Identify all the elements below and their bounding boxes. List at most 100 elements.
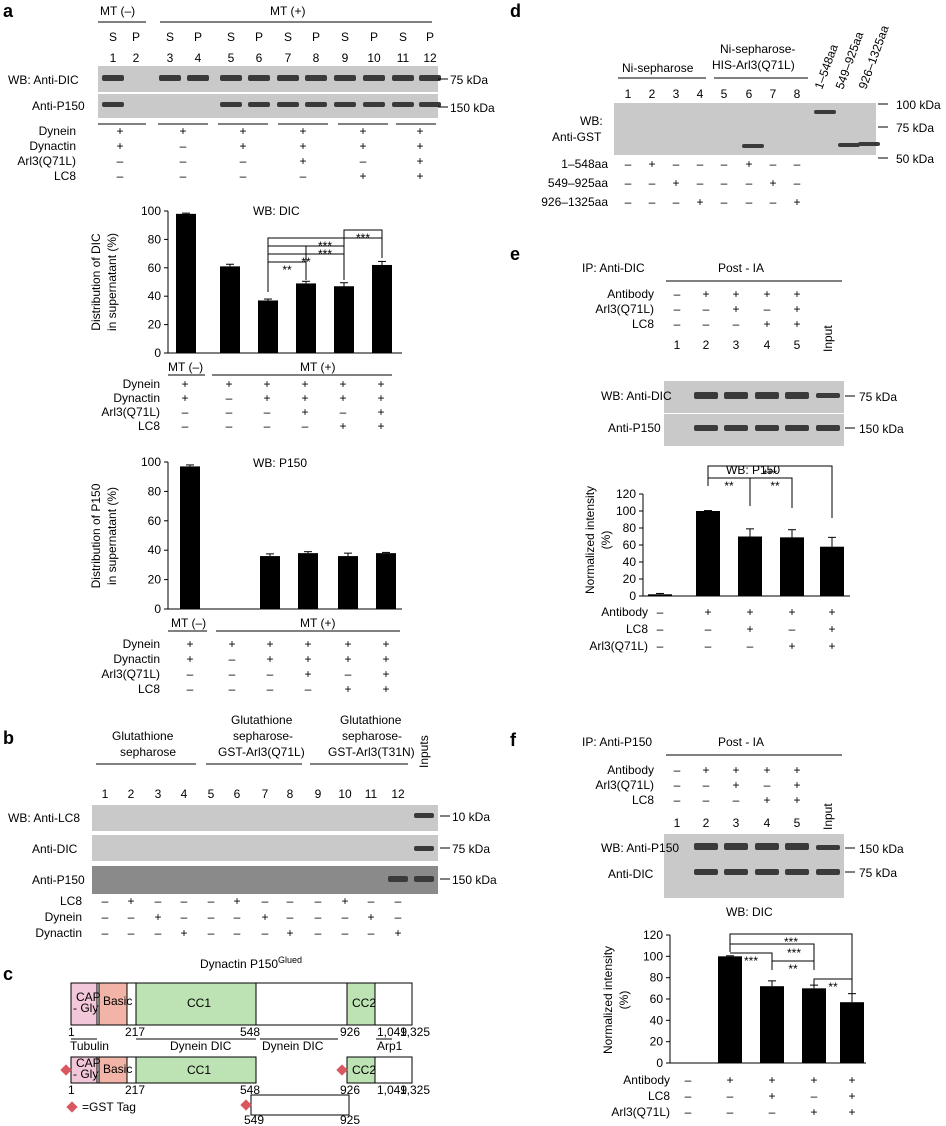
y-tick-label: 60 [148, 514, 162, 528]
sp-label: S [166, 30, 174, 44]
cond-e-bottom-sign: – [657, 622, 664, 636]
cond-b-sign: – [315, 926, 322, 940]
gst-legend-icon [66, 1101, 78, 1113]
cond-a1-sign: + [301, 377, 308, 391]
lane-number: 10 [367, 51, 381, 65]
e-blot-label-2: Anti-P150 [608, 421, 661, 435]
c-region-arp1: Arp1 [377, 1039, 403, 1053]
cond-a1-sign: + [225, 377, 232, 391]
y-tick-label: 100 [616, 504, 636, 518]
lane-number: 5 [208, 787, 215, 801]
band-b-dic-input [414, 846, 434, 851]
band-f-dic [755, 869, 779, 875]
c-pos-1049: 1,049 [377, 1025, 407, 1039]
significance-label: *** [356, 231, 370, 245]
d-blot-label-1: WB: [580, 114, 603, 128]
d-group2-line1: Ni-sepharose- [720, 42, 795, 56]
cond-a1-sign: + [339, 391, 346, 405]
cond-b-sign: – [208, 926, 215, 940]
c-pos-926: 926 [340, 1025, 360, 1039]
cond-e-top-sign: – [764, 302, 771, 316]
cond-a1-sign: + [377, 391, 384, 405]
y-tick-label: 0 [154, 602, 161, 616]
cond-a1-sign: + [263, 377, 270, 391]
band-p150 [220, 102, 242, 107]
cond-d-sign: – [697, 176, 704, 190]
cond-b-sign: + [341, 894, 348, 908]
cond-d-sign: – [649, 176, 656, 190]
c-c1-pos-548: 548 [240, 1083, 260, 1097]
chart-a1-title: WB: DIC [253, 204, 300, 218]
c-basic: Basic [103, 994, 132, 1008]
e-kda-75: 75 kDa [859, 390, 897, 404]
cond-d-label: 549–925aa [548, 176, 608, 190]
chart-f-normalized: WB: DIC Normalized intensity (%) 0 20 40 60… [601, 905, 866, 1070]
cond-f-bottom-sign: – [811, 1089, 818, 1103]
c-construct1-basic [98, 1056, 128, 1084]
cond-a-sign: + [416, 124, 423, 138]
sp-label: S [399, 30, 407, 44]
cond-e-top-sign: – [733, 317, 740, 331]
cond-a1-label: Arl3(Q71L) [101, 405, 160, 419]
lane-number: 5 [794, 338, 801, 352]
cond-b-sign: + [127, 894, 134, 908]
panel-label-b: b [3, 728, 14, 748]
cond-a-sign: + [116, 124, 123, 138]
sp-label: S [284, 30, 292, 44]
c-c1-pos-217: 217 [125, 1083, 145, 1097]
band-f-p150 [694, 843, 718, 850]
chart-a2-ylabel-1: Distribution of P150 [89, 483, 103, 588]
chart-a1-ylabel-1: Distribution of DIC [89, 233, 103, 331]
c-c3-pos-1049: 1,049 [377, 1083, 407, 1097]
cond-a2-sign: + [186, 652, 193, 666]
significance-label: *** [744, 954, 758, 968]
cond-f-bottom-sign: + [810, 1105, 817, 1119]
cond-a2-sign: + [266, 652, 273, 666]
band-f-dic [724, 869, 748, 875]
lane-number: 1 [674, 338, 681, 352]
band-e-p150 [724, 425, 748, 431]
lane-number: 6 [746, 87, 753, 101]
lane-number: 4 [195, 51, 202, 65]
cond-e-bottom-sign: + [828, 605, 835, 619]
cond-b-sign: – [368, 926, 375, 940]
bar [220, 266, 240, 353]
cond-a-sign: + [239, 124, 246, 138]
lane-number: 9 [342, 51, 349, 65]
panel-label-c: c [3, 964, 13, 984]
cond-e-bottom-label: Antibody [601, 605, 648, 619]
cond-b-sign: – [395, 894, 402, 908]
c-c3-pos-1325: 1,325 [400, 1083, 430, 1097]
lane-number: 10 [338, 787, 352, 801]
y-tick-label: 40 [623, 555, 637, 569]
significance-label: ** [788, 962, 798, 976]
panel-label-e: e [510, 244, 520, 264]
e-blot-label-1: WB: Anti-DIC [601, 389, 672, 403]
cond-b-sign: + [261, 910, 268, 924]
y-tick-label: 100 [141, 455, 161, 469]
cond-d-label: 1–548aa [561, 157, 608, 171]
c-c1-pos-1: 1 [68, 1083, 75, 1097]
cond-a2-sign: + [344, 682, 351, 696]
sp-label: P [370, 30, 378, 44]
b-kda-75: 75 kDa [452, 842, 490, 856]
cond-f-bottom-label: Arl3(Q71L) [611, 1105, 670, 1119]
cond-d-sign: – [673, 195, 680, 209]
band-dic [334, 75, 356, 81]
cond-a-sign: – [360, 154, 367, 168]
c-capgly-domain [70, 982, 98, 1026]
d-blot-label-2: Anti-GST [552, 130, 602, 144]
cond-e-bottom-sign: + [746, 605, 753, 619]
cond-f-bottom-sign: + [848, 1073, 855, 1087]
cond-e-bottom-sign: + [828, 622, 835, 636]
cond-f-top-sign: + [763, 793, 770, 807]
significance-label: *** [784, 935, 798, 949]
b-blot-label-p150: Anti-P150 [32, 873, 85, 887]
band-b-lc8-input [414, 813, 434, 818]
cond-f-top-label: Antibody [607, 763, 654, 777]
bar [260, 556, 280, 609]
y-tick-label: 60 [148, 261, 162, 275]
lane-number: 3 [673, 87, 680, 101]
a2-mt-plus: MT (+) [300, 616, 335, 630]
